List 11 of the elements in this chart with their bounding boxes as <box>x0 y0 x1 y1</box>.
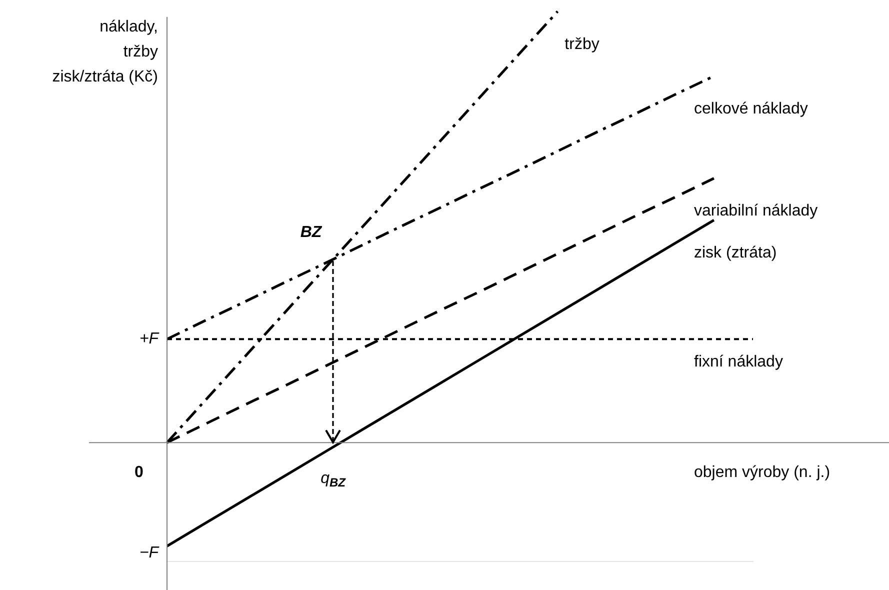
annotation: BZ <box>300 224 323 241</box>
x-axis-title: objem výroby (n. j.) <box>694 464 830 482</box>
annotation: +F <box>139 330 160 348</box>
series-label: fixní náklady <box>694 354 783 371</box>
series-label: variabilní náklady <box>694 202 818 220</box>
text: 0 <box>134 464 144 482</box>
series-label: tržby <box>564 36 600 53</box>
y-axis-title: náklady, tržby zisk/ztráta (Kč) <box>52 18 158 86</box>
series-label: celkové náklady <box>694 100 808 118</box>
annotation: −F <box>139 544 160 562</box>
series-label: zisk (ztráta) <box>694 244 777 262</box>
